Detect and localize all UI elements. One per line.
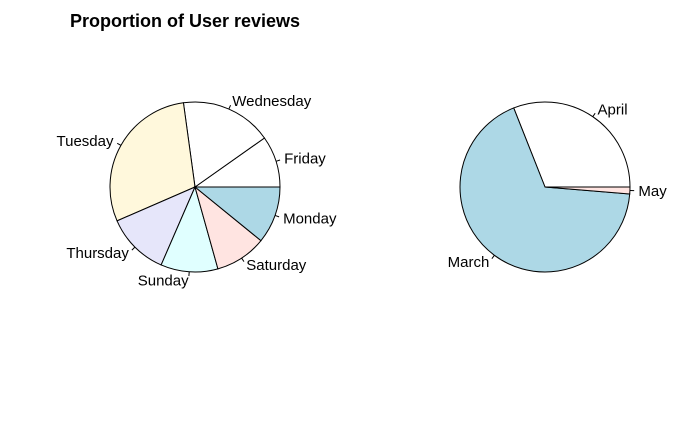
month-leader-april	[592, 112, 596, 117]
weekday-leader-wednesday	[228, 104, 232, 110]
weekday-pie: Friday Wednesday Tuesday Thursday Sunday Satu…	[57, 93, 337, 289]
month-label-march: March	[448, 254, 490, 271]
weekday-slice-thursday	[116, 186, 196, 266]
month-leader-march	[491, 254, 495, 260]
weekday-label-monday: Monday	[283, 210, 337, 227]
month-label-april: April	[598, 102, 628, 119]
weekday-slice-tuesday	[109, 102, 196, 222]
weekday-leader-thursday	[131, 246, 136, 251]
weekday-leader-saturday	[241, 257, 245, 262]
weekday-slice-wednesday	[182, 101, 266, 188]
month-label-may: May	[638, 183, 667, 200]
weekday-leader-tuesday	[116, 142, 122, 146]
month-slice-march	[459, 107, 631, 273]
weekday-leader-monday	[274, 214, 280, 218]
weekday-label-wednesday: Wednesday	[232, 93, 311, 110]
weekday-label-sunday: Sunday	[138, 272, 189, 289]
month-slice-april	[513, 101, 631, 188]
weekday-label-friday: Friday	[284, 151, 326, 168]
weekday-leader-friday	[275, 159, 281, 162]
weekday-label-saturday: Saturday	[246, 257, 307, 274]
chart-title: Proportion of User reviews	[70, 11, 300, 31]
weekday-label-thursday: Thursday	[66, 245, 129, 262]
weekday-label-tuesday: Tuesday	[57, 133, 114, 150]
month-pie: April March May	[448, 101, 667, 273]
